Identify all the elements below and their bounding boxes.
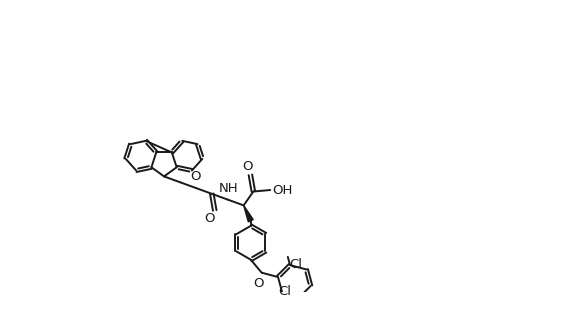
Text: OH: OH bbox=[273, 184, 293, 196]
Polygon shape bbox=[243, 205, 253, 222]
Text: Cl: Cl bbox=[278, 285, 291, 298]
Text: O: O bbox=[204, 212, 215, 225]
Text: O: O bbox=[242, 160, 253, 173]
Text: O: O bbox=[191, 170, 201, 183]
Text: Cl: Cl bbox=[289, 258, 302, 272]
Text: O: O bbox=[253, 277, 264, 290]
Text: NH: NH bbox=[219, 182, 238, 195]
